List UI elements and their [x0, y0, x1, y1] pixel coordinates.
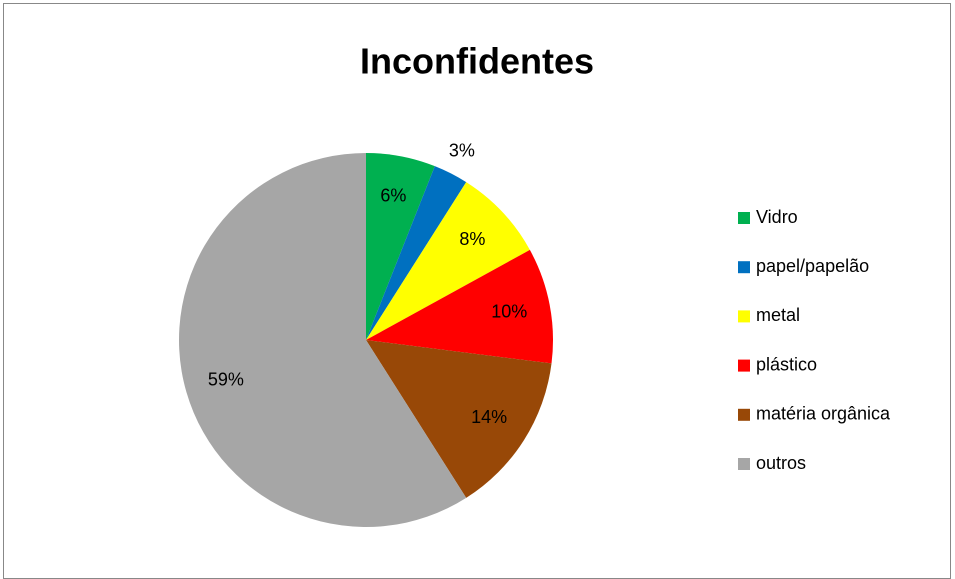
data-label: 14%: [471, 407, 507, 427]
legend-swatch: [738, 310, 750, 323]
chart-title: Inconfidentes: [360, 41, 594, 82]
legend-label: plástico: [756, 354, 817, 374]
legend-swatch: [738, 408, 750, 421]
legend-swatch: [738, 458, 750, 470]
legend-label: Vidro: [756, 207, 798, 227]
data-label: 10%: [491, 301, 527, 321]
legend-label: matéria orgânica: [756, 404, 891, 424]
pie-slice: [178, 153, 467, 527]
legend-label: papel/papelão: [756, 256, 869, 276]
pie-slice: [366, 153, 435, 340]
data-label: 8%: [459, 229, 485, 249]
pie-slice: [366, 249, 553, 364]
legend-swatch: [738, 212, 750, 224]
legend-swatch: [738, 359, 750, 372]
data-label: 6%: [380, 185, 406, 205]
data-label: 3%: [449, 140, 475, 160]
pie-slice: [366, 182, 530, 340]
legend-swatch: [738, 261, 750, 274]
pie-slice: [366, 340, 552, 498]
legend-label: metal: [756, 305, 800, 325]
pie-slice: [366, 166, 467, 340]
legend-label: outros: [756, 453, 806, 473]
data-label: 59%: [208, 369, 244, 389]
